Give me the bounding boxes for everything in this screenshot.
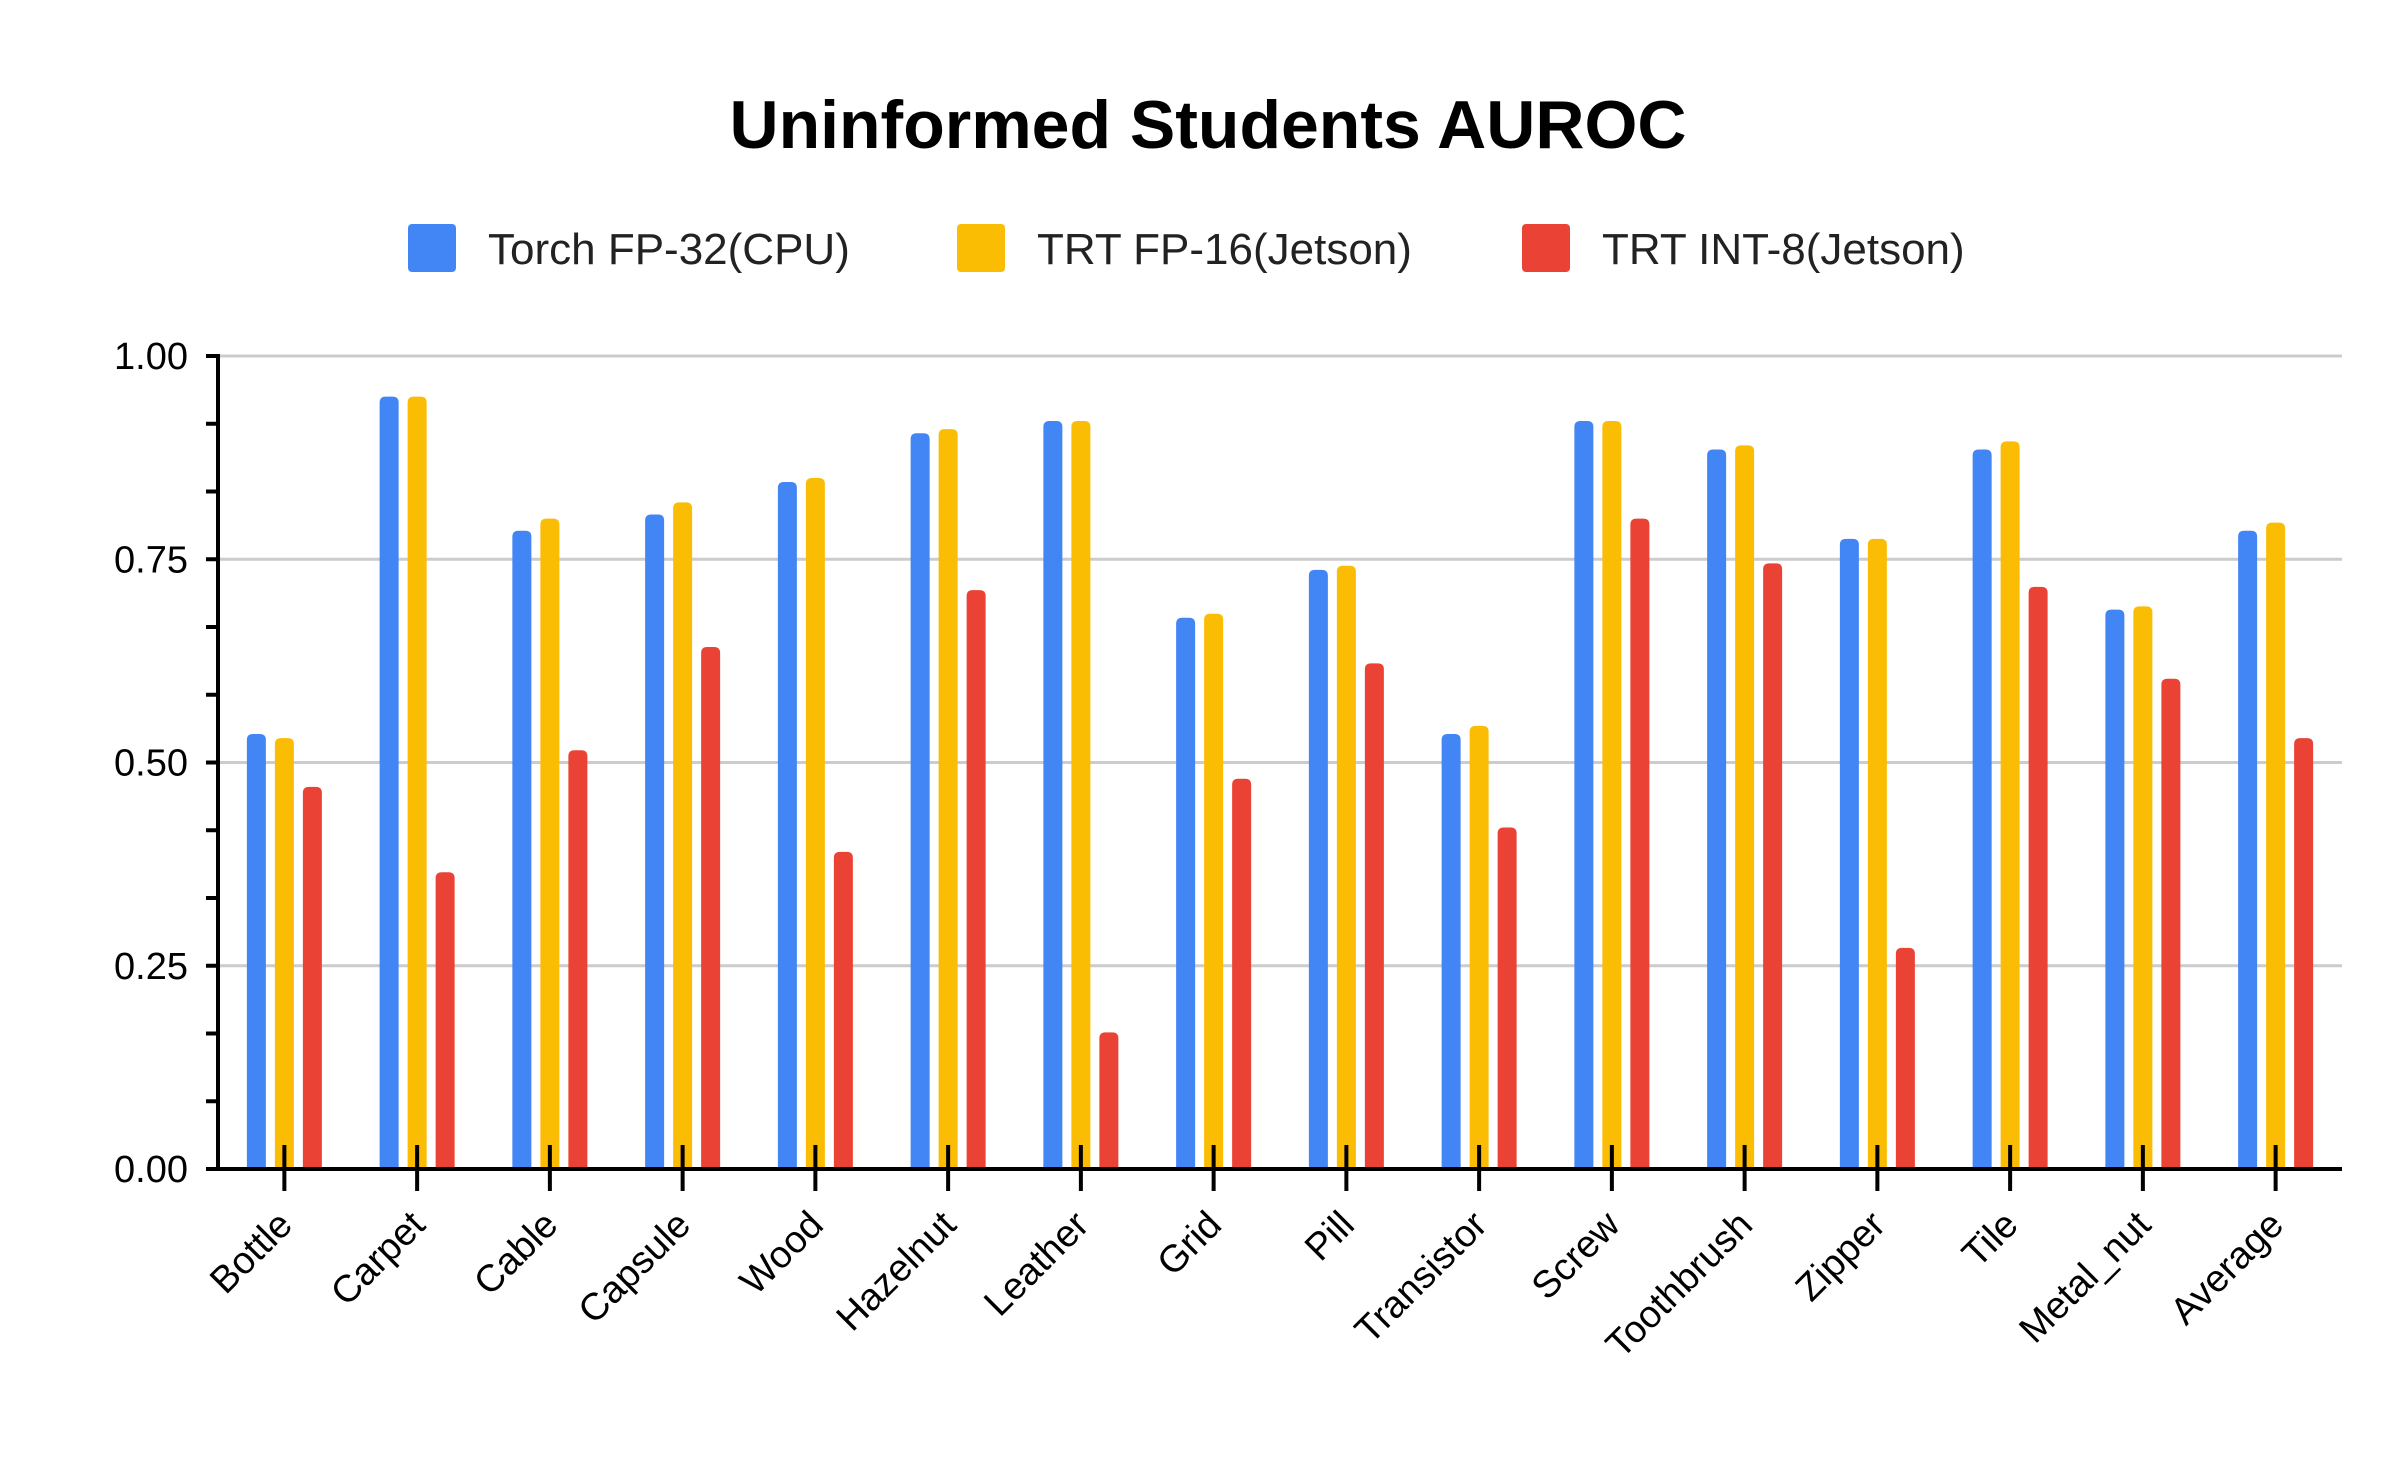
bar-trt-int-8-jetson--screw: [1630, 518, 1650, 1169]
bar-trt-int-8-jetson--toothbrush: [1763, 563, 1783, 1169]
bar-trt-fp-16-jetson--carpet: [407, 396, 427, 1169]
legend-swatch: [1522, 224, 1570, 272]
bar-torch-fp-32-cpu--pill: [1308, 569, 1328, 1169]
bar-torch-fp-32-cpu--leather: [1043, 421, 1063, 1169]
x-category-label: Capsule: [571, 1204, 699, 1332]
bar-trt-fp-16-jetson--hazelnut: [938, 429, 958, 1169]
bar-trt-int-8-jetson--leather: [1099, 1032, 1119, 1169]
x-category-label: Leather: [976, 1203, 1097, 1324]
gridlines: [218, 354, 2342, 968]
x-category-label: Average: [2163, 1204, 2292, 1333]
x-category-label: Metal_nut: [2012, 1203, 2160, 1351]
bar-torch-fp-32-cpu--average: [2238, 530, 2258, 1169]
legend-label: Torch FP-32(CPU): [488, 225, 850, 274]
bar-trt-int-8-jetson--grid: [1232, 778, 1252, 1169]
bar-trt-int-8-jetson--bottle: [302, 786, 322, 1169]
bar-torch-fp-32-cpu--toothbrush: [1707, 449, 1727, 1169]
bar-trt-int-8-jetson--average: [2294, 738, 2314, 1169]
x-category-label: Cable: [466, 1204, 566, 1304]
bar-torch-fp-32-cpu--metal_nut: [2105, 609, 2125, 1169]
y-tick-label: 1.00: [114, 336, 188, 378]
bar-torch-fp-32-cpu--screw: [1574, 421, 1594, 1169]
bar-trt-int-8-jetson--transistor: [1497, 827, 1517, 1169]
y-axis: 0.00 0.25 0.50 0.75 1.00: [114, 336, 220, 1191]
bar-torch-fp-32-cpu--wood: [777, 482, 797, 1169]
x-category-label: Grid: [1150, 1204, 1230, 1284]
legend-swatch: [408, 224, 456, 272]
bar-trt-fp-16-jetson--tile: [2000, 441, 2020, 1169]
bar-trt-int-8-jetson--pill: [1364, 663, 1384, 1169]
bar-torch-fp-32-cpu--tile: [1972, 449, 1992, 1169]
bar-trt-fp-16-jetson--cable: [540, 518, 560, 1169]
legend-label: TRT FP-16(Jetson): [1037, 225, 1412, 274]
bar-trt-fp-16-jetson--screw: [1602, 421, 1622, 1169]
bar-trt-int-8-jetson--zipper: [1895, 947, 1915, 1169]
bar-trt-int-8-jetson--capsule: [701, 647, 721, 1169]
bar-trt-int-8-jetson--metal_nut: [2161, 678, 2181, 1169]
x-category-label: Pill: [1297, 1204, 1363, 1270]
x-category-label: Zipper: [1788, 1203, 1894, 1309]
bar-trt-fp-16-jetson--metal_nut: [2133, 606, 2153, 1169]
bars: [246, 396, 2314, 1170]
x-category-label: Bottle: [202, 1204, 300, 1302]
bar-torch-fp-32-cpu--transistor: [1441, 734, 1461, 1169]
bar-trt-fp-16-jetson--wood: [805, 477, 825, 1169]
bar-trt-fp-16-jetson--capsule: [673, 502, 693, 1170]
bar-torch-fp-32-cpu--grid: [1176, 617, 1196, 1169]
bar-trt-int-8-jetson--cable: [568, 750, 588, 1169]
bar-trt-fp-16-jetson--leather: [1071, 421, 1091, 1169]
bar-trt-int-8-jetson--hazelnut: [966, 590, 986, 1169]
legend-swatch: [957, 224, 1005, 272]
bar-trt-int-8-jetson--tile: [2028, 586, 2048, 1169]
bar-trt-fp-16-jetson--pill: [1336, 565, 1356, 1169]
x-category-label: Hazelnut: [829, 1203, 965, 1339]
bar-trt-fp-16-jetson--zipper: [1867, 538, 1887, 1169]
legend: Torch FP-32(CPU) TRT FP-16(Jetson) TRT INT…: [408, 224, 1965, 274]
bar-torch-fp-32-cpu--hazelnut: [910, 433, 930, 1169]
y-tick-label: 0.75: [114, 539, 188, 581]
bar-trt-int-8-jetson--wood: [833, 851, 853, 1169]
y-tick-label: 0.00: [114, 1149, 188, 1191]
bar-torch-fp-32-cpu--carpet: [379, 396, 399, 1169]
bar-torch-fp-32-cpu--bottle: [246, 734, 266, 1169]
y-tick-label: 0.25: [114, 946, 188, 988]
bar-trt-fp-16-jetson--transistor: [1469, 725, 1489, 1169]
x-category-label: Screw: [1524, 1203, 1629, 1308]
x-category-label: Transistor: [1347, 1203, 1495, 1351]
bar-torch-fp-32-cpu--capsule: [645, 514, 665, 1169]
y-tick-label: 0.50: [114, 743, 188, 785]
bar-trt-fp-16-jetson--grid: [1204, 613, 1224, 1169]
x-category-label: Wood: [732, 1204, 831, 1303]
chart-title: Uninformed Students AUROC: [729, 87, 1686, 163]
bar-trt-int-8-jetson--carpet: [435, 872, 455, 1169]
legend-label: TRT INT-8(Jetson): [1602, 225, 1965, 274]
bar-torch-fp-32-cpu--cable: [512, 530, 532, 1169]
x-category-label: Carpet: [323, 1203, 434, 1314]
bar-trt-fp-16-jetson--average: [2266, 522, 2286, 1169]
bar-trt-fp-16-jetson--bottle: [274, 738, 294, 1169]
bar-trt-fp-16-jetson--toothbrush: [1735, 445, 1755, 1169]
bar-torch-fp-32-cpu--zipper: [1839, 538, 1859, 1169]
x-category-label: Tile: [1954, 1204, 2026, 1276]
